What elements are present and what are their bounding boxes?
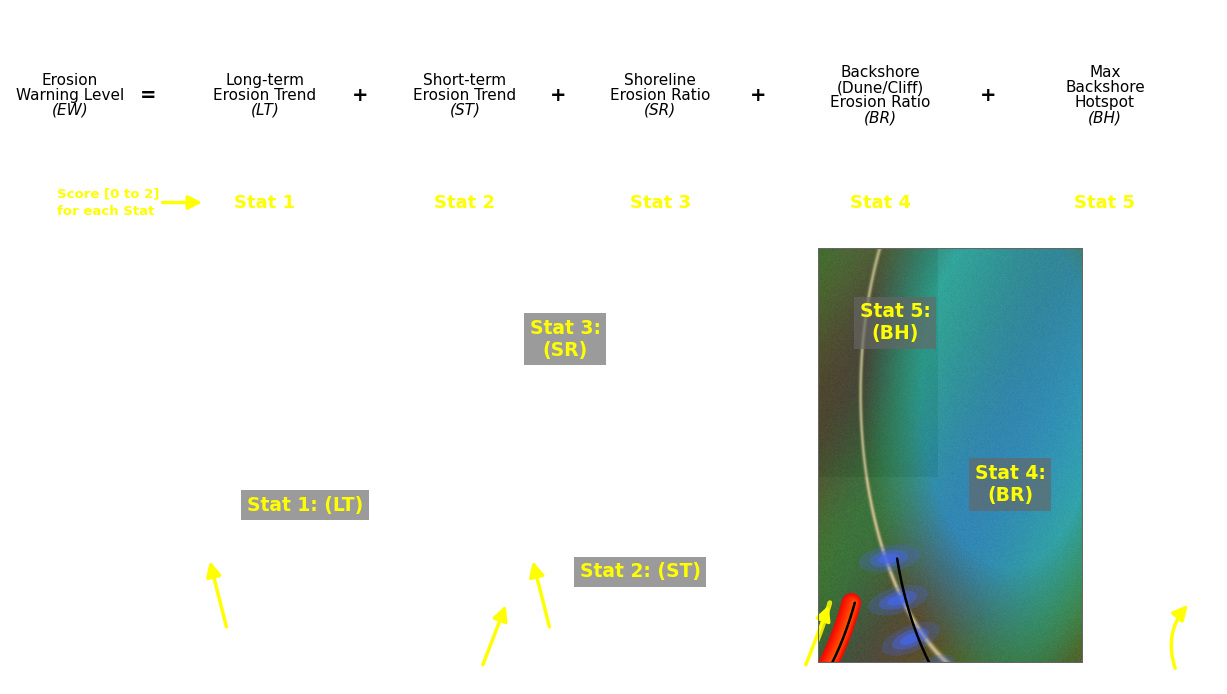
Ellipse shape — [899, 654, 955, 693]
Text: Stat 5:
(BH): Stat 5: (BH) — [860, 302, 930, 344]
Text: Stat 4:
(BR): Stat 4: (BR) — [974, 464, 1045, 505]
Text: (LT): (LT) — [250, 103, 280, 117]
Text: +: + — [352, 85, 368, 105]
Text: Stat 1: Stat 1 — [234, 194, 296, 212]
Text: +: + — [979, 85, 996, 105]
Text: Stat 2: (ST): Stat 2: (ST) — [579, 562, 701, 581]
Text: Short-term: Short-term — [423, 72, 507, 87]
Text: +: + — [750, 85, 766, 105]
Ellipse shape — [859, 545, 919, 573]
Bar — [477, 248, 742, 663]
Text: Hotspot: Hotspot — [1075, 95, 1135, 110]
Text: Max: Max — [1090, 65, 1120, 80]
Text: Stat 4: Stat 4 — [849, 194, 910, 212]
Text: +: + — [550, 85, 566, 105]
Ellipse shape — [1146, 620, 1205, 653]
Text: Warning Level: Warning Level — [16, 87, 124, 103]
Ellipse shape — [920, 682, 972, 694]
Text: (Dune/Cliff): (Dune/Cliff) — [837, 80, 924, 95]
Text: for each Stat: for each Stat — [56, 205, 155, 218]
Text: Long-term: Long-term — [226, 72, 304, 87]
Ellipse shape — [867, 585, 928, 616]
Ellipse shape — [930, 689, 962, 694]
Ellipse shape — [879, 553, 901, 564]
Ellipse shape — [1124, 688, 1157, 694]
Ellipse shape — [1150, 665, 1169, 678]
Text: (EW): (EW) — [52, 103, 88, 117]
Ellipse shape — [1114, 680, 1167, 694]
Ellipse shape — [1166, 631, 1187, 643]
Ellipse shape — [917, 666, 937, 680]
Text: (BR): (BR) — [864, 110, 897, 125]
Text: Backshore: Backshore — [1065, 80, 1145, 95]
Text: (BH): (BH) — [1088, 110, 1121, 125]
Text: Stat 1: (LT): Stat 1: (LT) — [247, 496, 363, 515]
Text: Erosion Ratio: Erosion Ratio — [610, 87, 710, 103]
Text: =: = — [140, 85, 156, 105]
Text: Score [0 to 2]: Score [0 to 2] — [56, 187, 160, 200]
Ellipse shape — [909, 661, 945, 686]
Text: Stat 3:
(SR): Stat 3: (SR) — [530, 319, 600, 359]
Text: Erosion: Erosion — [42, 72, 98, 87]
Ellipse shape — [1131, 653, 1188, 690]
Ellipse shape — [887, 595, 909, 606]
Ellipse shape — [882, 622, 940, 656]
Ellipse shape — [1142, 659, 1178, 684]
Bar — [817, 248, 1082, 663]
Ellipse shape — [870, 550, 908, 568]
Text: Backshore: Backshore — [840, 65, 920, 80]
Text: (SR): (SR) — [644, 103, 676, 117]
Text: Erosion Ratio: Erosion Ratio — [829, 95, 930, 110]
Ellipse shape — [879, 591, 917, 610]
Text: Stat 2: Stat 2 — [434, 194, 496, 212]
Ellipse shape — [892, 628, 929, 650]
Text: Erosion Trend: Erosion Trend — [413, 87, 517, 103]
Text: Stat 3: Stat 3 — [629, 194, 691, 212]
Text: (ST): (ST) — [449, 103, 481, 117]
Bar — [157, 248, 422, 663]
FancyBboxPatch shape — [18, 169, 1206, 236]
Text: Stat 5: Stat 5 — [1075, 194, 1135, 212]
Text: Shoreline: Shoreline — [625, 72, 696, 87]
Ellipse shape — [901, 633, 921, 645]
Ellipse shape — [1157, 626, 1194, 647]
Text: Erosion Trend: Erosion Trend — [213, 87, 317, 103]
